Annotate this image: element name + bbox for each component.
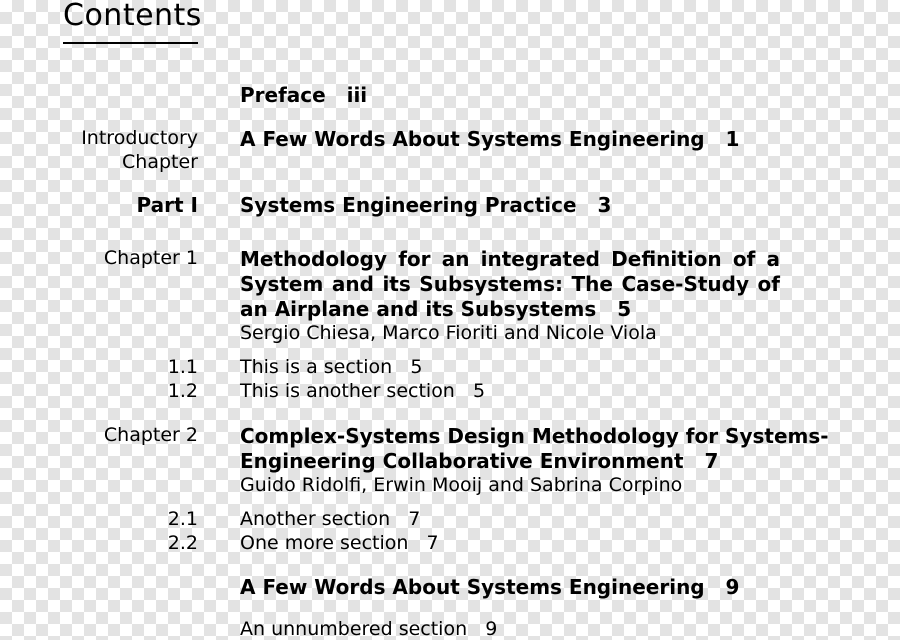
toc-title-text: Preface bbox=[240, 83, 326, 107]
toc-title-text: Another section bbox=[240, 508, 390, 530]
toc-entry-title: Methodology for an integrated Definition… bbox=[240, 247, 780, 322]
page: Contents Preface iii Introductory Chapte… bbox=[0, 0, 900, 640]
toc-title-text: This is a section bbox=[240, 356, 392, 378]
toc-page-number: 5 bbox=[473, 380, 485, 402]
toc-page-number: 7 bbox=[408, 508, 420, 530]
contents-heading: Contents bbox=[63, 0, 202, 33]
toc-entry-title: Another section 7 bbox=[240, 508, 838, 532]
toc-entry-left: 1.1 bbox=[38, 356, 198, 380]
toc-entry-left: Introductory Chapter bbox=[38, 127, 198, 175]
toc-page-number: 9 bbox=[726, 575, 740, 599]
toc-page-number: 9 bbox=[485, 618, 497, 640]
toc-entry-authors: Sergio Chiesa, Marco Fioriti and Nicole … bbox=[240, 322, 838, 346]
toc-page-number: iii bbox=[347, 83, 368, 107]
toc-entry-left: 2.2 bbox=[38, 532, 198, 556]
toc-entry-left: Chapter 2 bbox=[38, 424, 198, 448]
toc-entry-left: 2.1 bbox=[38, 508, 198, 532]
toc-entry-authors: Guido Ridolfi, Erwin Mooij and Sabrina C… bbox=[240, 474, 838, 498]
toc-title-text: Methodology for an integrated Definition… bbox=[240, 247, 780, 321]
toc-entry-left: Part I bbox=[38, 193, 198, 218]
toc-entry-title: A Few Words About Systems Engineering 9 bbox=[240, 575, 838, 600]
toc-page-number: 7 bbox=[427, 532, 439, 554]
toc-page-number: 3 bbox=[597, 193, 611, 217]
heading-rule bbox=[63, 42, 198, 44]
toc-page-number: 5 bbox=[410, 356, 422, 378]
toc-entry-title: Systems Engineering Practice 3 bbox=[240, 193, 838, 218]
toc-entry-title: This is another section 5 bbox=[240, 380, 838, 404]
toc-title-text: An unnumbered section bbox=[240, 618, 467, 640]
toc-entry-title: Complex-Systems Design Methodology for S… bbox=[240, 424, 838, 474]
toc-entry-left: Chapter 1 bbox=[38, 247, 198, 271]
toc-entry-title: A Few Words About Systems Engineering 1 bbox=[240, 127, 838, 152]
toc-title-text: Systems Engineering Practice bbox=[240, 193, 577, 217]
toc-entry-title: This is a section 5 bbox=[240, 356, 838, 380]
toc-title-text: A Few Words About Systems Engineering bbox=[240, 127, 705, 151]
toc-entry-title: An unnumbered section 9 bbox=[240, 618, 838, 640]
toc-title-text: A Few Words About Systems Engineering bbox=[240, 575, 705, 599]
toc-page-number: 1 bbox=[726, 127, 740, 151]
toc-title-text: One more section bbox=[240, 532, 408, 554]
toc-page-number: 5 bbox=[617, 297, 631, 321]
toc-entry-title: One more section 7 bbox=[240, 532, 838, 556]
toc-title-text: This is another section bbox=[240, 380, 455, 402]
toc-title-text: Complex-Systems Design Methodology for S… bbox=[240, 424, 829, 473]
toc-page-number: 7 bbox=[704, 449, 718, 473]
toc-entry-title: Preface iii bbox=[240, 83, 838, 108]
toc-entry-left: 1.2 bbox=[38, 380, 198, 404]
